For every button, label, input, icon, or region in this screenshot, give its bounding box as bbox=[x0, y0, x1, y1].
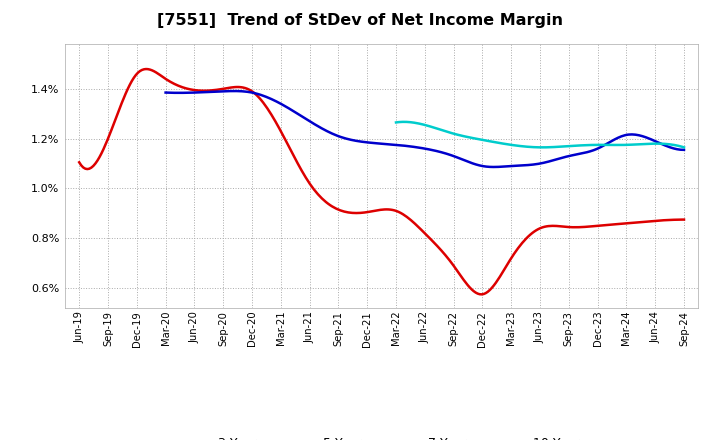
5 Years bbox=[230, 88, 239, 94]
7 Years bbox=[564, 143, 572, 149]
3 Years bbox=[437, 248, 446, 253]
3 Years bbox=[435, 246, 444, 251]
7 Years bbox=[570, 143, 578, 148]
3 Years bbox=[680, 217, 688, 222]
Line: 3 Years: 3 Years bbox=[79, 69, 684, 294]
7 Years bbox=[392, 120, 401, 125]
5 Years bbox=[163, 90, 171, 95]
5 Years bbox=[634, 132, 643, 138]
5 Years bbox=[470, 161, 479, 167]
5 Years bbox=[489, 165, 498, 170]
Legend: 3 Years, 5 Years, 7 Years, 10 Years: 3 Years, 5 Years, 7 Years, 10 Years bbox=[172, 432, 591, 440]
5 Years bbox=[480, 164, 489, 169]
3 Years bbox=[589, 224, 598, 229]
5 Years bbox=[161, 90, 170, 95]
5 Years bbox=[472, 162, 480, 167]
3 Years bbox=[142, 66, 150, 72]
5 Years bbox=[680, 147, 688, 153]
3 Years bbox=[477, 292, 486, 297]
7 Years bbox=[680, 145, 688, 150]
7 Years bbox=[400, 119, 408, 125]
3 Years bbox=[447, 260, 456, 265]
3 Years bbox=[75, 160, 84, 165]
Text: [7551]  Trend of StDev of Net Income Margin: [7551] Trend of StDev of Net Income Marg… bbox=[157, 13, 563, 28]
7 Years bbox=[654, 141, 663, 146]
Line: 7 Years: 7 Years bbox=[396, 122, 684, 147]
7 Years bbox=[636, 142, 645, 147]
Line: 5 Years: 5 Years bbox=[166, 91, 684, 167]
5 Years bbox=[602, 142, 611, 147]
7 Years bbox=[538, 145, 546, 150]
3 Years bbox=[77, 163, 86, 168]
7 Years bbox=[565, 143, 574, 149]
3 Years bbox=[627, 220, 636, 226]
7 Years bbox=[392, 120, 400, 125]
